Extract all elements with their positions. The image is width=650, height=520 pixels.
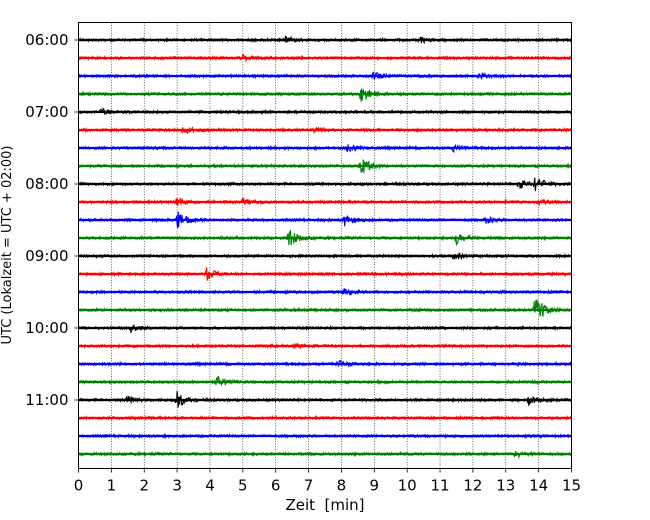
y-tick-label: 07:00 [25, 103, 68, 121]
x-axis-label: Zeit [min] [285, 496, 364, 514]
x-tick-label: 12 [463, 477, 482, 495]
y-tick-label: 08:00 [25, 175, 68, 193]
seismic-trace-0945 [78, 299, 572, 317]
x-tick-label: 7 [304, 477, 314, 495]
x-tick-label: 13 [496, 477, 515, 495]
x-tick-label: 15 [562, 477, 581, 495]
seismic-trace-1045 [78, 375, 573, 387]
seismic-trace-1000 [78, 324, 572, 334]
x-tick-label: 5 [238, 477, 248, 495]
plot-frame [78, 22, 572, 469]
y-tick-label: 09:00 [25, 247, 68, 265]
y-tick-label: 11:00 [25, 391, 68, 409]
y-axis-label: UTC (Lokalzeit = UTC + 02:00) [0, 146, 15, 345]
x-tick-label: 11 [430, 477, 449, 495]
x-tick-label: 6 [271, 477, 281, 495]
x-tick-label: 10 [398, 477, 417, 495]
x-tick-label: 3 [172, 477, 182, 495]
y-axis-ticks: 06:00 07:00 08:00 09:00 10:00 11:00 [25, 31, 79, 409]
x-tick-label: 4 [205, 477, 215, 495]
x-axis-ticks: 0 1 2 3 4 5 6 7 8 9 10 11 12 13 14 15 [74, 468, 581, 495]
x-tick-label: 9 [370, 477, 380, 495]
x-tick-label: 8 [337, 477, 347, 495]
y-tick-label: 10:00 [25, 319, 68, 337]
x-tick-label: 0 [74, 477, 84, 495]
x-tick-label: 2 [139, 477, 149, 495]
seismic-traces [77, 35, 573, 460]
x-tick-label: 14 [529, 477, 548, 495]
y-tick-label: 06:00 [25, 31, 68, 49]
x-tick-label: 1 [107, 477, 117, 495]
